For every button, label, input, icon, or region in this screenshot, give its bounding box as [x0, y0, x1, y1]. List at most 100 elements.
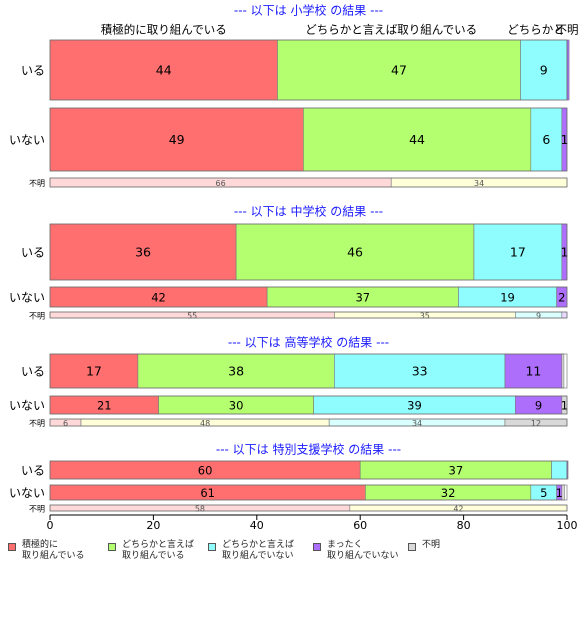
row-label: いる: [21, 246, 45, 260]
data-label: 34: [412, 419, 422, 428]
legend-swatch: [408, 543, 416, 551]
data-label: 17: [510, 245, 526, 260]
data-label: 44: [409, 132, 425, 147]
bar-frame: [49, 39, 568, 101]
bar-frame: [49, 395, 568, 415]
bar-frame: [49, 177, 568, 188]
x-tick-label: 80: [457, 519, 471, 532]
bar-frame: [49, 223, 568, 281]
x-tick-label: 60: [353, 519, 367, 532]
legend-label: 不明: [422, 540, 441, 550]
row-label: 不明: [29, 419, 45, 428]
row-label: いない: [9, 399, 45, 413]
data-label: 37: [355, 291, 370, 305]
data-label: 33: [412, 364, 428, 379]
data-label: 44: [156, 63, 172, 78]
data-label: 21: [97, 399, 112, 413]
data-label: 35: [420, 312, 430, 321]
bar-frame: [49, 353, 568, 389]
legend-swatch: [313, 543, 321, 551]
data-label: 9: [536, 312, 541, 321]
bar-segment: [561, 353, 565, 389]
bar-segment: [49, 107, 304, 172]
data-label: 1: [561, 399, 568, 413]
data-label: 39: [407, 399, 422, 413]
data-label: 1: [560, 132, 568, 147]
bar-segment: [49, 353, 139, 389]
legend-label: どちらかと言えば 取り組んでいる: [122, 540, 195, 561]
data-label: 5: [540, 486, 547, 500]
bar-frame: [49, 484, 568, 501]
data-label: 38: [228, 364, 244, 379]
row-label: いない: [9, 133, 45, 147]
x-tick-label: 100: [557, 519, 578, 532]
row-label: いる: [21, 64, 45, 78]
row-label: いる: [21, 464, 45, 478]
data-label: 17: [86, 364, 102, 379]
bar-frame: [49, 107, 568, 172]
row-label: 不明: [29, 505, 45, 514]
legend: 積極的に 取り組んでいる どちらかと言えば 取り組んでいる どちらかと言えば 取…: [8, 540, 578, 580]
bar-frame: [49, 418, 568, 427]
bar-frame: [49, 504, 568, 512]
data-label: 49: [169, 132, 185, 147]
bar-segment: [561, 311, 568, 319]
bar-segment: [137, 353, 335, 389]
bar-segment: [561, 484, 565, 501]
data-label: 46: [347, 245, 363, 260]
data-label: 12: [531, 419, 541, 428]
data-label: 1: [560, 245, 568, 260]
data-label: 6: [542, 132, 550, 147]
x-tick-label: 0: [47, 519, 54, 532]
data-label: 34: [474, 179, 484, 188]
bar-segment: [551, 460, 568, 480]
legend-item-negative: まったく 取り組んでいない: [313, 540, 399, 562]
legend-item-somewhat-positive: どちらかと言えば 取り組んでいる: [108, 540, 194, 562]
data-label: 66: [216, 179, 226, 188]
top-category-label: 不明: [556, 23, 579, 37]
data-label: 2: [558, 291, 565, 305]
data-label: 6: [63, 419, 68, 428]
data-label: 55: [187, 312, 197, 321]
top-category-label: どちらかと: [507, 23, 565, 37]
top-category-label: どちらかと言えば取り組んでいる: [305, 23, 477, 37]
panel-title: --- 以下は 小学校 の結果 ---: [234, 3, 383, 18]
x-tick-label: 20: [146, 519, 160, 532]
bar-segment: [334, 353, 506, 389]
data-label: 42: [453, 505, 463, 514]
data-label: 32: [441, 486, 456, 500]
row-label: いない: [9, 291, 45, 305]
data-label: 61: [200, 486, 215, 500]
row-label: 不明: [29, 179, 45, 188]
row-label: 不明: [29, 312, 45, 321]
data-label: 37: [449, 464, 464, 478]
data-label: 60: [198, 464, 213, 478]
legend-swatch: [208, 543, 216, 551]
bar-frame: [49, 311, 568, 319]
x-tick-label: 40: [250, 519, 264, 532]
row-label: いない: [9, 486, 45, 500]
data-label: 36: [135, 245, 151, 260]
data-label: 42: [151, 291, 166, 305]
data-label: 47: [391, 63, 407, 78]
top-category-label: 積極的に取り組んでいる: [101, 23, 227, 37]
legend-label: まったく 取り組んでいない: [327, 540, 399, 561]
bar-segment: [49, 223, 237, 281]
panel-title: --- 以下は 高等学校 の結果 ---: [228, 335, 389, 350]
data-label: 11: [525, 364, 541, 379]
row-label: いる: [21, 365, 45, 379]
data-label: 58: [195, 505, 205, 514]
legend-label: 積極的に 取り組んでいる: [22, 540, 85, 561]
data-label: 30: [229, 399, 244, 413]
panel-title: --- 以下は 中学校 の結果 ---: [234, 204, 383, 219]
bar-frame: [49, 460, 568, 480]
data-label: 9: [540, 63, 548, 78]
legend-swatch: [8, 543, 16, 551]
legend-label: どちらかと言えば 取り組んでいない: [222, 540, 295, 561]
data-label: 1: [556, 486, 563, 500]
legend-item-somewhat-negative: どちらかと言えば 取り組んでいない: [208, 540, 294, 562]
bar-frame: [49, 286, 568, 308]
bar-segment: [277, 39, 521, 101]
data-label: 9: [535, 399, 542, 413]
